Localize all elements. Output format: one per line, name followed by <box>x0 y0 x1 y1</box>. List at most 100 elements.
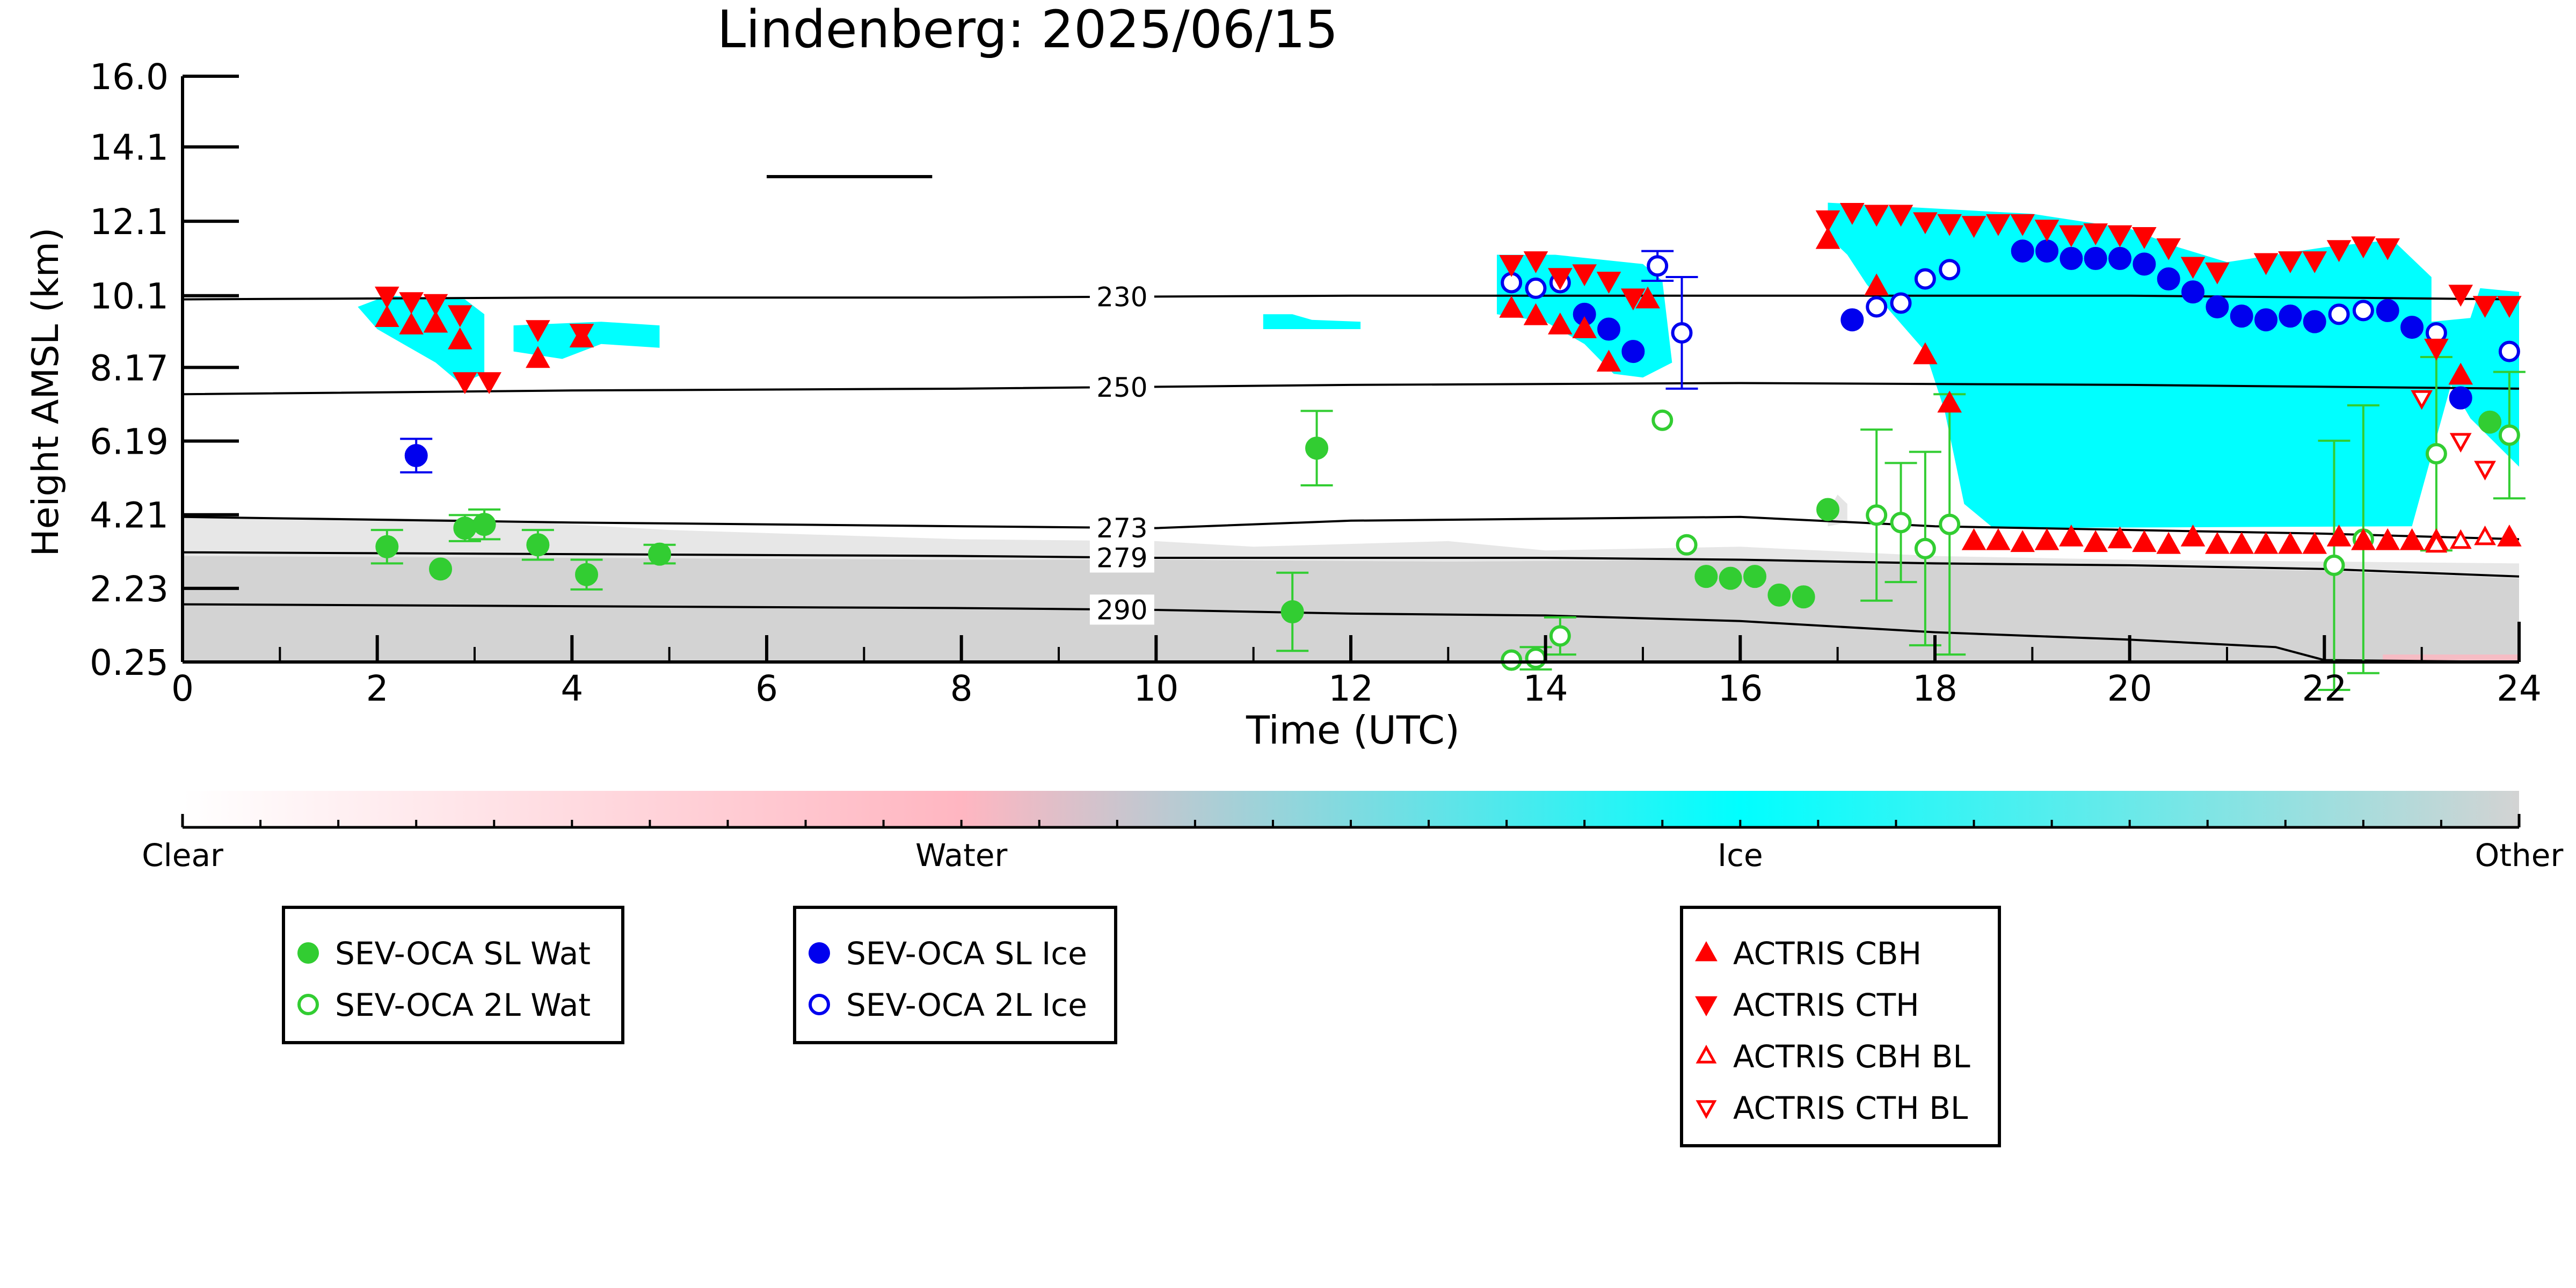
x-axis: 0 2 4 6 8 10 12 14 16 18 20 22 24 <box>171 622 2542 709</box>
data-point <box>2156 532 2181 554</box>
legend-label: SEV-OCA 2L Wat <box>335 987 591 1023</box>
x-tick-label: 10 <box>1133 668 1178 709</box>
data-point <box>2205 262 2230 285</box>
legend-marker <box>1695 941 1718 962</box>
data-point <box>1840 308 1864 332</box>
legend-box: SEV-OCA SL Wat SEV-OCA 2L Wat <box>282 906 624 1044</box>
data-point <box>2157 267 2180 291</box>
data-point <box>1890 292 1912 314</box>
data-point <box>2083 530 2108 552</box>
data-point <box>2084 246 2107 270</box>
data-point <box>1280 600 1304 623</box>
chart-title: Lindenberg: 2025/06/15 <box>717 0 1338 60</box>
data-point <box>1501 649 1523 671</box>
data-point <box>1815 210 1840 232</box>
colorbar-label: Other <box>2475 837 2564 874</box>
data-point <box>1548 268 1573 290</box>
data-point <box>1548 312 1573 334</box>
data-point <box>1986 214 2011 236</box>
data-point <box>1596 272 1621 294</box>
data-point <box>2010 530 2035 552</box>
legend-frame <box>793 906 1117 1044</box>
isotherm-line <box>182 294 2520 301</box>
isotherm-label: 230 <box>1096 282 1147 313</box>
data-point <box>1743 565 1767 588</box>
data-point <box>1913 212 1938 235</box>
data-point <box>1647 255 1669 277</box>
data-point <box>1937 214 1962 236</box>
data-point <box>2034 528 2060 550</box>
data-point <box>2278 251 2303 273</box>
y-tick-label: 12.1 <box>90 201 169 243</box>
data-point <box>1840 203 1865 225</box>
data-point <box>2472 296 2498 318</box>
data-point <box>1499 255 1524 277</box>
series-actris-cbh-bl <box>2425 525 2496 553</box>
isotherm-label-bg <box>1089 281 1154 312</box>
x-tick-label: 16 <box>1718 668 1763 709</box>
data-point <box>2375 238 2400 260</box>
data-point <box>526 320 550 343</box>
data-point <box>1767 583 1791 607</box>
legend-label: ACTRIS CTH <box>1733 987 1919 1023</box>
data-point <box>2108 246 2132 270</box>
data-point <box>2254 308 2278 332</box>
water-field <box>2383 654 2519 660</box>
data-point <box>1525 277 1547 299</box>
data-point <box>1914 268 1936 290</box>
data-point <box>2107 526 2133 549</box>
data-point <box>2059 225 2084 248</box>
data-point <box>1621 288 1646 311</box>
data-point <box>1864 273 1889 296</box>
data-point <box>569 324 594 346</box>
legend-label: SEV-OCA SL Ice <box>846 935 1087 972</box>
x-tick-label: 6 <box>755 668 778 709</box>
data-point <box>2449 529 2472 549</box>
data-point <box>1866 296 1888 318</box>
ice-field <box>1263 314 1361 329</box>
data-point <box>2474 461 2496 481</box>
isotherm-label-bg <box>1089 513 1154 543</box>
data-point <box>2011 239 2034 263</box>
data-point <box>2400 316 2424 339</box>
series-sev-oca-2l-ice <box>1501 250 2520 390</box>
x-tick-label: 0 <box>171 668 194 709</box>
data-point <box>2253 532 2279 554</box>
x-tick-label: 18 <box>1912 668 1958 709</box>
y-axis: 0.25 2.23 4.21 6.19 8.17 10.1 12.1 14.1 16.0 <box>90 56 239 683</box>
data-point <box>2411 390 2433 410</box>
x-tick-label: 12 <box>1328 668 1373 709</box>
data-point <box>1651 409 1673 431</box>
isotherm-label-bg <box>1089 372 1154 403</box>
data-point <box>1939 259 1961 281</box>
legend-marker <box>809 942 830 964</box>
data-point <box>1676 534 1698 556</box>
legend-box: ACTRIS CBH ACTRIS CTH ACTRIS CBH BL ACTRIS … <box>1680 906 2001 1147</box>
data-point <box>1635 286 1660 309</box>
data-point <box>429 557 453 581</box>
data-point <box>2449 433 2472 453</box>
legend-frame <box>282 906 624 1044</box>
data-point <box>448 305 472 328</box>
colorbar-label: Ice <box>1718 837 1763 874</box>
data-point <box>2376 299 2399 322</box>
y-tick-label: 16.0 <box>90 56 169 98</box>
data-point <box>2424 338 2449 361</box>
legends: SEV-OCA SL Wat SEV-OCA 2L Wat SEV-OCA SL I… <box>282 906 2001 1147</box>
data-point <box>2478 410 2502 434</box>
data-point <box>2010 214 2035 236</box>
x-tick-label: 2 <box>366 668 389 709</box>
legend-marker <box>1695 996 1718 1016</box>
data-point <box>1523 251 1548 273</box>
data-point <box>2375 528 2400 550</box>
data-point <box>2060 246 2083 270</box>
x-tick-label: 22 <box>2302 668 2347 709</box>
isotherm-label: 273 <box>1096 513 1147 544</box>
x-tick-label: 20 <box>2107 668 2152 709</box>
colorbar-label: Clear <box>142 837 223 874</box>
data-point <box>2449 386 2472 410</box>
data-point <box>2326 524 2352 547</box>
data-point <box>2498 340 2520 362</box>
data-point <box>526 346 550 368</box>
data-point <box>448 327 472 350</box>
